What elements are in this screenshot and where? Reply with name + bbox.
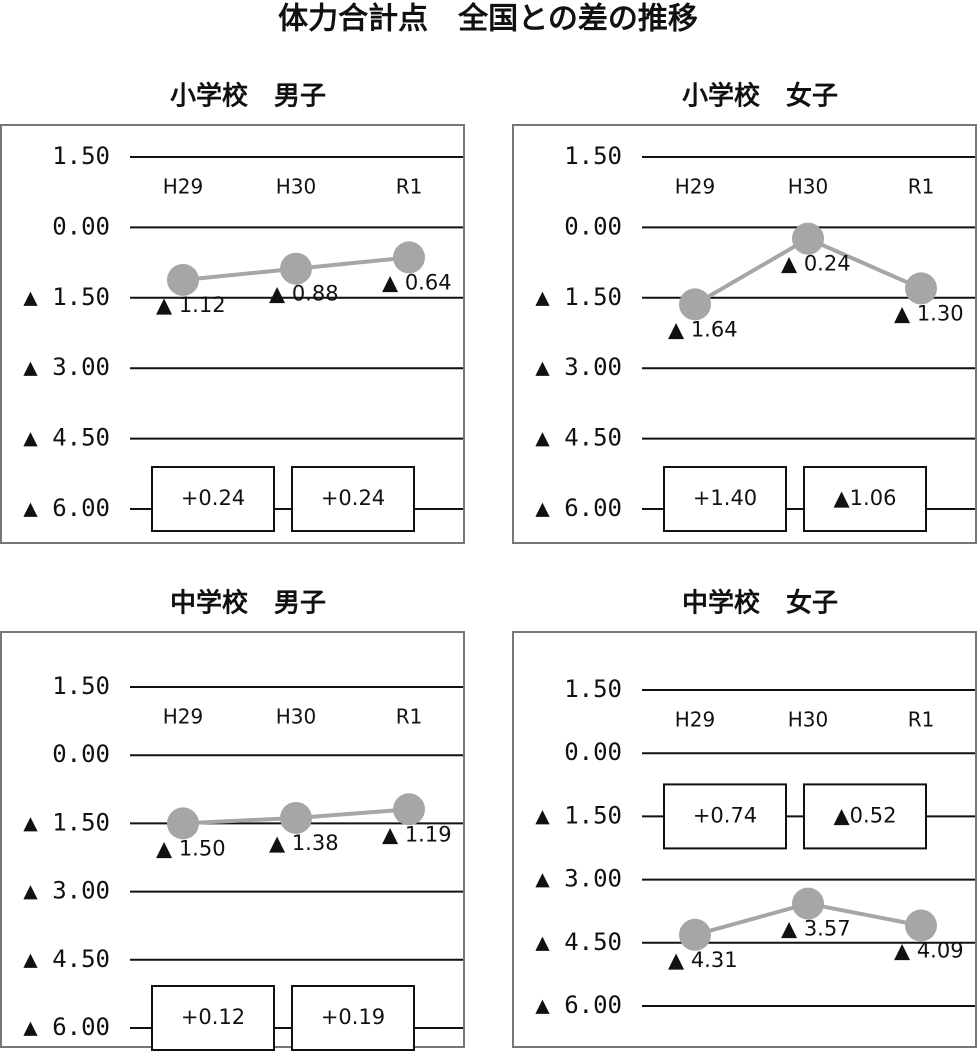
y-tick-label: ▲ 3.00	[23, 877, 110, 905]
x-tick-label: H29	[163, 175, 204, 199]
y-tick-label: ▲ 3.00	[535, 353, 622, 381]
y-tick-label: ▲ 4.50	[535, 928, 622, 956]
value-label: ▲ 4.31	[668, 948, 738, 972]
annotation-box	[291, 985, 415, 1051]
data-point	[280, 252, 312, 285]
y-tick-label: ▲ 6.00	[535, 991, 622, 1019]
annotation: +0.19	[321, 1005, 385, 1029]
x-tick-label: R1	[908, 175, 935, 199]
annotation: +0.24	[181, 486, 245, 510]
panel-frame	[512, 124, 977, 544]
value-label: ▲ 1.12	[156, 293, 226, 317]
annotation: ▲0.52	[834, 803, 897, 827]
value-label: ▲ 0.88	[269, 282, 339, 306]
y-tick-label: 0.00	[564, 738, 622, 766]
y-tick-label: ▲ 6.00	[23, 1013, 110, 1041]
data-point	[679, 918, 711, 951]
annotation-box	[663, 466, 787, 532]
annotation-box	[151, 466, 275, 532]
annotation: +0.12	[181, 1005, 245, 1029]
y-tick-label: 0.00	[564, 212, 622, 240]
data-point	[679, 288, 711, 321]
value-label: ▲ 1.50	[156, 836, 226, 860]
annotation-box	[803, 466, 927, 532]
data-point	[792, 222, 824, 255]
chart-title: 小学校 男子	[170, 81, 326, 112]
chart-title: 中学校 女子	[682, 588, 838, 619]
y-tick-label: 0.00	[52, 212, 110, 240]
data-point	[280, 801, 312, 834]
annotation: +0.24	[321, 486, 385, 510]
value-label: ▲ 1.38	[269, 831, 339, 855]
value-label: ▲ 1.30	[894, 301, 964, 325]
x-tick-label: R1	[908, 708, 935, 732]
y-tick-label: 1.50	[52, 142, 110, 170]
panel-frame	[0, 124, 465, 544]
annotation: +1.40	[693, 486, 757, 510]
x-tick-label: H29	[675, 175, 716, 199]
value-label: ▲ 0.64	[382, 270, 452, 294]
main-title: 体力合計点 全国との差の推移	[278, 2, 698, 37]
value-label: ▲ 3.57	[781, 917, 851, 941]
data-point	[167, 807, 199, 840]
annotation-box	[291, 466, 415, 532]
y-tick-label: ▲ 4.50	[535, 424, 622, 452]
x-tick-label: H29	[675, 708, 716, 732]
y-tick-label: ▲ 6.00	[535, 494, 622, 522]
annotation-box	[803, 783, 927, 850]
data-point	[167, 263, 199, 296]
data-point	[393, 793, 425, 826]
y-tick-label: 1.50	[564, 675, 622, 703]
annotation-box	[663, 783, 787, 850]
y-tick-label: ▲ 4.50	[23, 424, 110, 452]
y-tick-label: ▲ 1.50	[23, 808, 110, 836]
data-point	[393, 241, 425, 274]
chart-title: 小学校 女子	[682, 81, 838, 112]
value-label: ▲ 1.19	[382, 822, 452, 846]
x-tick-label: H30	[788, 175, 829, 199]
y-tick-label: ▲ 3.00	[535, 865, 622, 893]
y-tick-label: 0.00	[52, 740, 110, 768]
y-tick-label: 1.50	[564, 142, 622, 170]
value-label: ▲ 0.24	[781, 252, 851, 276]
y-tick-label: ▲ 1.50	[535, 283, 622, 311]
x-tick-label: R1	[396, 175, 423, 199]
x-tick-label: H30	[788, 708, 829, 732]
annotation: ▲1.06	[834, 486, 897, 510]
y-tick-label: 1.50	[52, 672, 110, 700]
annotation: +0.74	[693, 803, 757, 827]
x-tick-label: H30	[276, 175, 317, 199]
y-tick-label: ▲ 4.50	[23, 945, 110, 973]
y-tick-label: ▲ 3.00	[23, 353, 110, 381]
panel-frame	[512, 631, 977, 1048]
annotation-box	[151, 985, 275, 1051]
y-tick-label: ▲ 1.50	[23, 283, 110, 311]
value-label: ▲ 1.64	[668, 317, 738, 341]
y-tick-label: ▲ 6.00	[23, 494, 110, 522]
data-point	[905, 909, 937, 942]
data-point	[792, 887, 824, 920]
x-tick-label: H29	[163, 705, 204, 729]
x-tick-label: R1	[396, 705, 423, 729]
x-tick-label: H30	[276, 705, 317, 729]
y-tick-label: ▲ 1.50	[535, 801, 622, 829]
value-label: ▲ 4.09	[894, 939, 964, 963]
chart-title: 中学校 男子	[170, 588, 326, 619]
data-point	[905, 272, 937, 305]
